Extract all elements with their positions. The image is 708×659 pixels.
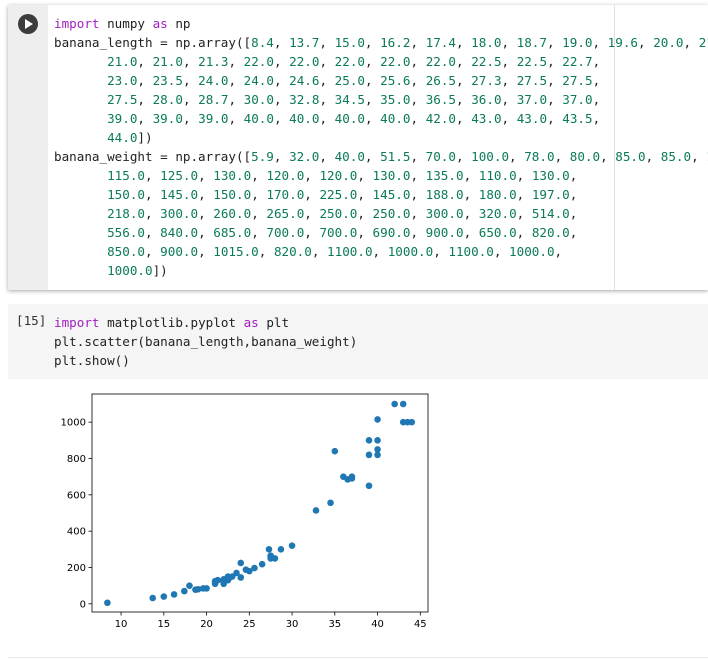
scatter-point [258, 560, 266, 568]
y-tick-label: 0 [80, 599, 86, 610]
scatter-point [104, 599, 111, 607]
x-tick-label: 35 [328, 619, 341, 630]
scatter-point [265, 546, 273, 553]
plot-frame [91, 393, 429, 613]
y-tick-label: 800 [67, 454, 86, 465]
code-line: plt.scatter(banana_length,banana_weight) [54, 334, 358, 349]
cell-gutter [8, 5, 48, 290]
scatter-point [194, 585, 202, 593]
scatter-point [408, 418, 416, 426]
y-tick-label: 200 [67, 563, 86, 574]
y-tick-label: 1000 [61, 418, 86, 429]
scatter-point [374, 446, 381, 453]
scatter-point [246, 567, 253, 575]
scatter-point [340, 473, 347, 480]
x-tick-label: 45 [414, 619, 427, 630]
scatter-point [374, 416, 381, 423]
code-line: 27.5, 28.0, 28.7, 30.0, 32.8, 34.5, 35.0… [107, 92, 601, 107]
chart: 10 15 20 25 30 35 40 45 0 200 400 600 800 1000 [61, 393, 429, 630]
scatter-point [365, 482, 373, 490]
scatter-point [233, 569, 240, 577]
code-editor[interactable]: import numpy as np banana_length = np.arr… [54, 14, 708, 280]
x-tick-label: 20 [200, 619, 213, 630]
scatter-point [288, 542, 296, 549]
x-tick-label: 40 [371, 619, 384, 630]
y-tick-label: 600 [67, 490, 86, 501]
code-line: 1000.0]) [107, 263, 168, 278]
scatter-point [399, 400, 407, 408]
scatter-point [391, 400, 398, 408]
scatter-point [348, 475, 356, 482]
divider [8, 657, 708, 658]
code-line: 556.0, 840.0, 685.0, 700.0, 700.0, 690.0… [107, 225, 578, 240]
code-cell[interactable]: import numpy as np banana_length = np.arr… [8, 5, 708, 290]
scatter-point [327, 499, 334, 507]
code-line: 150.0, 145.0, 150.0, 170.0, 225.0, 145.0… [107, 187, 578, 202]
scatter-point [365, 451, 373, 459]
x-tick-label: 25 [243, 619, 256, 630]
scatter-point [181, 587, 188, 595]
scatter-point [160, 593, 168, 600]
code-line: 115.0, 125.0, 130.0, 120.0, 120.0, 130.0… [107, 168, 578, 183]
scatter-point [277, 546, 285, 553]
scatter-point [203, 585, 210, 592]
code-line: import numpy as np [54, 16, 191, 31]
code-cell[interactable]: [15] import matplotlib.pyplot as plt plt.… [8, 304, 708, 379]
code-line: 218.0, 300.0, 260.0, 265.0, 250.0, 250.0… [107, 206, 578, 221]
scatter-point [365, 437, 373, 444]
scatter-point [149, 594, 157, 602]
code-editor[interactable]: import matplotlib.pyplot as plt plt.scatt… [54, 313, 357, 370]
execution-count: [15] [16, 313, 47, 328]
code-line: 23.0, 23.5, 24.0, 24.0, 24.6, 25.0, 25.6… [107, 73, 601, 88]
y-tick-label: 400 [67, 527, 86, 538]
code-line: import matplotlib.pyplot as plt [54, 315, 290, 330]
scatter-point [374, 437, 381, 444]
code-line: plt.show() [54, 353, 130, 368]
code-line: 44.0]) [107, 130, 153, 145]
scatter-point [251, 564, 258, 572]
scatter-point [237, 559, 245, 567]
scatter-point [374, 451, 381, 459]
code-line: 39.0, 39.0, 39.0, 40.0, 40.0, 40.0, 40.0… [107, 111, 601, 126]
x-tick-label: 30 [286, 619, 299, 630]
scatter-point [214, 576, 221, 584]
code-line: 850.0, 900.0, 1015.0, 820.0, 1100.0, 100… [107, 244, 563, 259]
code-line: banana_length = np.array([8.4, 13.7, 15.… [54, 35, 708, 50]
scatter-point [331, 447, 339, 455]
run-button[interactable] [8, 5, 48, 45]
line-ruler [614, 5, 615, 290]
scatter-point [186, 582, 193, 589]
scatter-point [271, 555, 279, 562]
x-tick-label: 15 [157, 619, 170, 630]
scatter-point [312, 507, 320, 514]
code-line: banana_weight = np.array([5.9, 32.0, 40.… [54, 149, 708, 164]
code-line: 21.0, 21.0, 21.3, 22.0, 22.0, 22.0, 22.0… [107, 54, 601, 69]
scatter-point [170, 591, 178, 598]
x-tick-label: 10 [115, 619, 128, 630]
scatter-point [237, 574, 245, 581]
